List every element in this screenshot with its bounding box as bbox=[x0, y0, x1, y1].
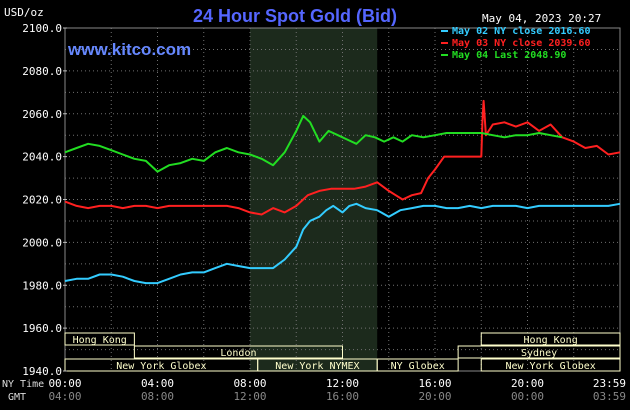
session-label: Hong Kong bbox=[73, 335, 127, 346]
y-tick-labels: 1940.0 1960.0 1980.0 2000.0 2020.0 2040.0 2060… bbox=[22, 22, 67, 378]
x-tick-label-gmt: 00:00 bbox=[511, 390, 544, 403]
y-tick-label: 2040.0 bbox=[22, 151, 62, 164]
y-tick-label: 2020.0 bbox=[22, 194, 62, 207]
series-line-may-03 bbox=[64, 99, 621, 216]
x-tick-label-ny: 00:00 bbox=[48, 377, 81, 390]
session-label: New York Globex bbox=[116, 361, 206, 372]
datetime-label: May 04, 2023 20:27 bbox=[482, 12, 601, 25]
legend-entry: May 03 NY close 2039.60 bbox=[452, 38, 590, 49]
x-tick-label-gmt: 08:00 bbox=[141, 390, 174, 403]
x-tick-label-ny: 16:00 bbox=[418, 377, 451, 390]
series-line-may-04 bbox=[64, 114, 563, 173]
x-tick-label-gmt: 16:00 bbox=[326, 390, 359, 403]
watermark: www.kitco.com bbox=[67, 40, 191, 59]
y-tick-label: 2100.0 bbox=[22, 22, 62, 35]
session-label: New York NYMEX bbox=[275, 361, 359, 372]
x-tick-label-gmt: 12:00 bbox=[233, 390, 266, 403]
y-tick-label: 1980.0 bbox=[22, 279, 62, 292]
session-label: NY Globex bbox=[391, 361, 445, 372]
session-box bbox=[480, 332, 621, 346]
session-label: London bbox=[220, 348, 256, 359]
x-tick-label-ny: 04:00 bbox=[141, 377, 174, 390]
series-line-may-02 bbox=[64, 202, 621, 285]
unit-label: USD/oz bbox=[4, 6, 44, 19]
session-label: Sydney bbox=[521, 348, 557, 359]
y-tick-label: 2060.0 bbox=[22, 108, 62, 121]
session-label: Hong Kong bbox=[524, 335, 578, 346]
session-box bbox=[480, 358, 621, 372]
x-tick-label-ny: 08:00 bbox=[233, 377, 266, 390]
gmt-label: GMT bbox=[8, 392, 26, 403]
chart-title: 24 Hour Spot Gold (Bid) bbox=[193, 6, 397, 26]
y-tick-label: 2080.0 bbox=[22, 65, 62, 78]
x-tick-label-gmt: 20:00 bbox=[418, 390, 451, 403]
y-tick-label: 1940.0 bbox=[22, 365, 62, 378]
session-box bbox=[376, 358, 459, 372]
session-box bbox=[133, 345, 343, 359]
legend-entry: May 02 NY close 2016.60 bbox=[452, 26, 590, 37]
x-tick-label-gmt: 04:00 bbox=[48, 390, 81, 403]
x-tick-labels: 00:0004:0004:0008:0008:0012:0012:0016:00… bbox=[48, 377, 626, 403]
series-lines bbox=[64, 99, 621, 285]
x-tick-label-gmt: 03:59 bbox=[593, 390, 626, 403]
grid-lines bbox=[64, 27, 621, 372]
session-box bbox=[64, 332, 135, 346]
session-box bbox=[457, 345, 621, 359]
ny-time-label: NY Time bbox=[2, 379, 44, 390]
x-tick-label-ny: 12:00 bbox=[326, 377, 359, 390]
session-boxes: Hong Kong Hong Kong London Sydney New York G… bbox=[64, 332, 621, 372]
x-tick-label-ny: 20:00 bbox=[511, 377, 544, 390]
session-label: New York Globex bbox=[505, 361, 595, 372]
y-tick-label: 2000.0 bbox=[22, 236, 62, 249]
x-tick-label-ny: 23:59 bbox=[593, 377, 626, 390]
y-tick-label: 1960.0 bbox=[22, 322, 62, 335]
legend-entry: May 04 Last 2048.90 bbox=[452, 50, 566, 61]
